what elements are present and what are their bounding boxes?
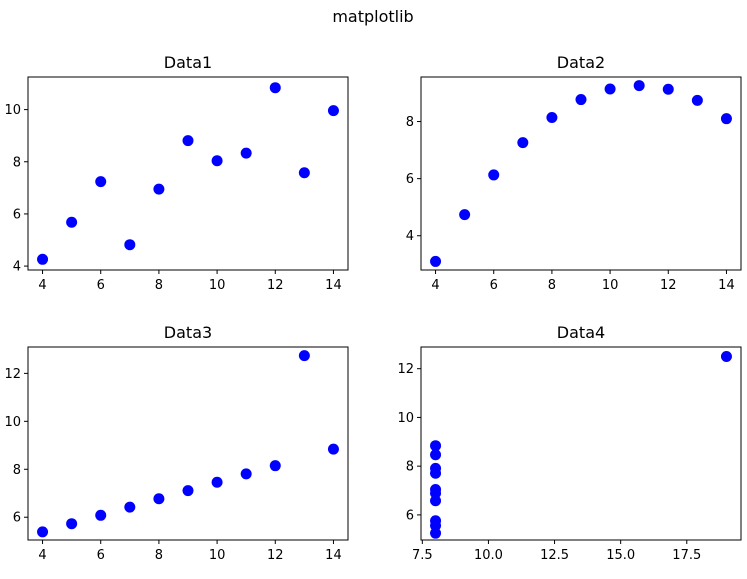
x-tick-label: 6 (97, 548, 105, 563)
x-tick-label: 8 (548, 278, 556, 293)
y-tick-label: 6 (406, 508, 414, 523)
data-point (153, 493, 165, 505)
x-tick-label: 10 (602, 278, 619, 293)
x-tick-label: 12.5 (540, 548, 569, 563)
subplot-data3: Data3 4 6 8 10 12 14 6 8 10 12 (4, 323, 349, 563)
x-tick-label: 8 (155, 548, 163, 563)
data-point (430, 440, 442, 452)
y-tick-label: 4 (406, 229, 414, 244)
subplot-data1: Data1 4 6 8 10 12 14 4 6 8 10 (4, 53, 349, 293)
x-tick-label: 10.0 (474, 548, 503, 563)
data-point (517, 137, 529, 149)
data-point (269, 460, 281, 472)
data-point (298, 350, 310, 362)
plot-frame (420, 76, 742, 271)
data-point (327, 443, 339, 455)
subplot-data4: Data4 7.5 10.0 12.5 15.0 17.5 6 8 10 12 (397, 323, 742, 563)
data-point (720, 351, 732, 363)
data-point (430, 495, 442, 507)
data-point (182, 485, 194, 497)
x-tick-label: 10 (209, 548, 226, 563)
data-point (37, 253, 49, 265)
x-tick-label: 15.0 (606, 548, 635, 563)
data-point (124, 501, 136, 513)
data-point (240, 147, 252, 159)
x-tick-label: 14 (325, 548, 342, 563)
y-tick-label: 12 (397, 362, 414, 377)
y-tick-label: 8 (406, 460, 414, 475)
y-tick-label: 8 (406, 115, 414, 130)
data-point (298, 167, 310, 179)
data-point (459, 209, 471, 221)
subplot-data2: Data2 4 6 8 10 12 14 4 6 8 (406, 53, 742, 293)
data-point (604, 83, 616, 95)
y-tick-label: 8 (13, 463, 21, 478)
data-point (430, 527, 442, 539)
y-tick-label: 6 (13, 511, 21, 526)
x-tick-label: 12 (660, 278, 677, 293)
x-tick-label: 14 (718, 278, 735, 293)
x-tick-label: 14 (325, 278, 342, 293)
data-point (66, 216, 78, 228)
x-tick-label: 6 (97, 278, 105, 293)
data-point (211, 155, 223, 167)
data-point (240, 468, 252, 480)
y-tick-label: 12 (4, 367, 21, 382)
x-tick-label: 4 (431, 278, 439, 293)
y-tick-label: 6 (406, 172, 414, 187)
data-point (95, 176, 107, 188)
x-tick-label: 7.5 (412, 548, 433, 563)
data-point (488, 169, 500, 181)
data-point (575, 94, 587, 106)
y-tick-label: 10 (397, 411, 414, 426)
data-point (662, 83, 674, 95)
data-point (327, 105, 339, 117)
x-tick-label: 10 (209, 278, 226, 293)
x-tick-label: 17.5 (672, 548, 701, 563)
subplot-title: Data2 (557, 53, 605, 72)
data-point (211, 476, 223, 488)
data-point (430, 449, 442, 461)
data-point (182, 135, 194, 147)
y-tick-label: 4 (13, 260, 21, 275)
data-point (691, 94, 703, 106)
plot-frame (27, 346, 349, 541)
subplot-title: Data4 (557, 323, 605, 342)
data-point (269, 82, 281, 94)
data-point (546, 112, 558, 124)
data-point (430, 255, 442, 267)
y-tick-label: 8 (13, 155, 21, 170)
x-tick-label: 6 (490, 278, 498, 293)
figure-title: matplotlib (332, 7, 413, 26)
data-point (66, 518, 78, 530)
plot-frame (27, 76, 349, 271)
data-point (430, 487, 442, 499)
data-point (124, 239, 136, 251)
data-point (430, 462, 442, 474)
x-tick-label: 4 (38, 278, 46, 293)
data-point (633, 80, 645, 92)
data-point (153, 183, 165, 195)
subplot-title: Data1 (164, 53, 212, 72)
x-tick-label: 8 (155, 278, 163, 293)
y-tick-label: 6 (13, 207, 21, 222)
subplot-title: Data3 (164, 323, 212, 342)
x-tick-label: 12 (267, 278, 284, 293)
plot-frame (420, 346, 742, 541)
x-tick-label: 4 (38, 548, 46, 563)
y-tick-label: 10 (4, 415, 21, 430)
x-tick-label: 12 (267, 548, 284, 563)
data-point (720, 113, 732, 125)
data-point (37, 526, 49, 538)
data-point (95, 509, 107, 521)
data-point (430, 520, 442, 532)
y-tick-label: 10 (4, 103, 21, 118)
